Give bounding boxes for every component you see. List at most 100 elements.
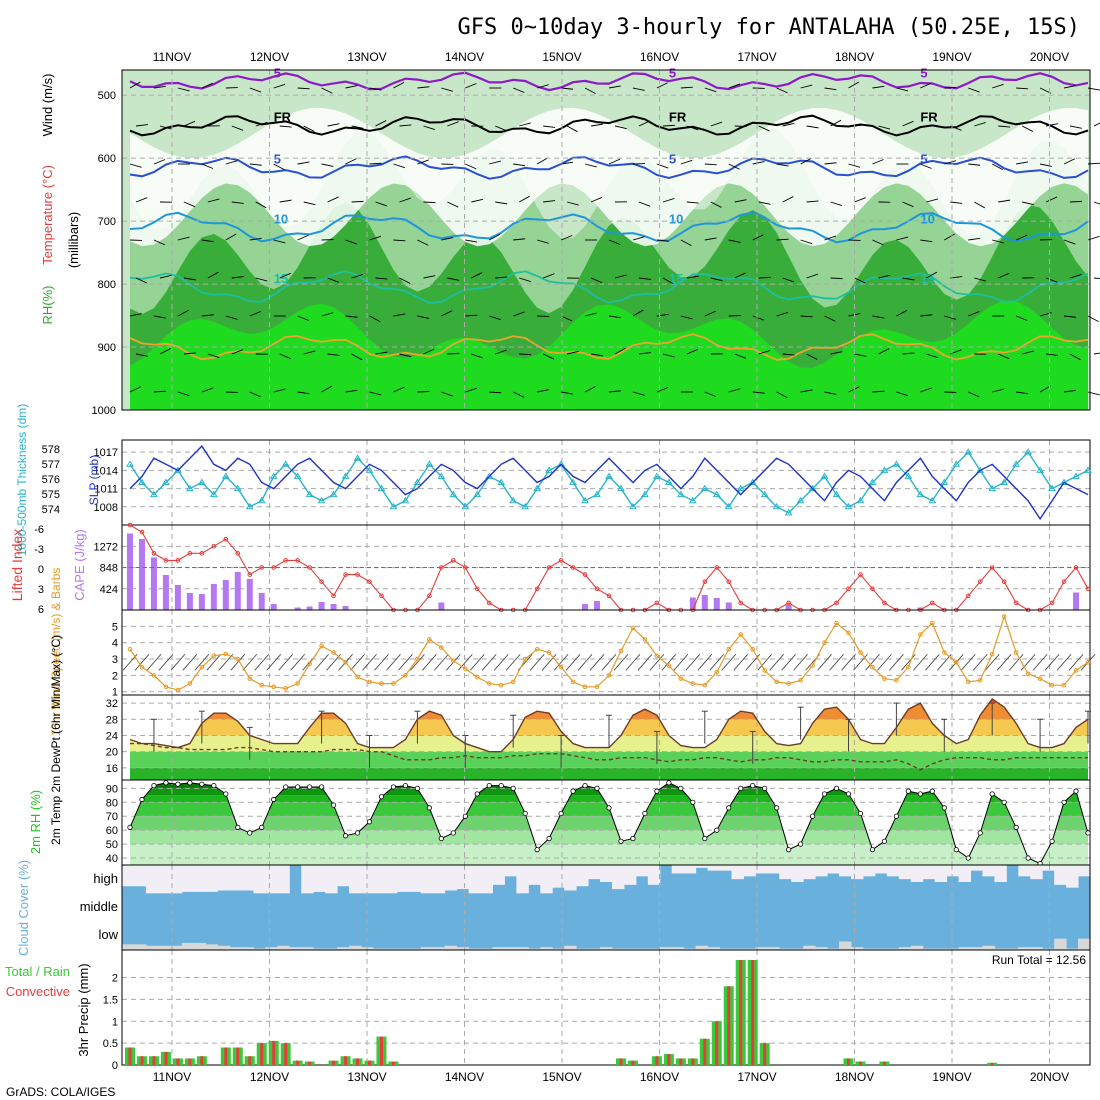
cloud-high-clear [217, 865, 231, 891]
cloud-high-clear [432, 865, 446, 894]
wind-speed-marker [642, 637, 648, 642]
wind-barb [656, 387, 669, 393]
cloud-high-clear [839, 865, 852, 877]
wind-barb [896, 309, 908, 317]
lifted-index-marker [546, 565, 552, 570]
wind-barb [177, 236, 190, 241]
wind-barb [968, 391, 980, 398]
rh-marker [1049, 838, 1055, 844]
thickness-marker [461, 502, 470, 510]
lifted-index-marker [259, 565, 265, 570]
wind-barb-10m [589, 654, 605, 671]
wind-barb-10m [278, 654, 293, 671]
rh-marker [366, 819, 373, 825]
wind-barb [1022, 201, 1034, 206]
wind-speed-marker [594, 684, 600, 690]
precip-convective-bar [272, 1040, 276, 1065]
wind-barb [465, 239, 478, 243]
wind-barb [471, 272, 483, 279]
rh-marker [1085, 830, 1091, 836]
cloud-low-cell [910, 945, 924, 950]
precip-convective-bar [188, 1058, 192, 1065]
wind-barb [399, 353, 412, 358]
thickness-marker [784, 508, 793, 516]
thickness-marker [557, 460, 565, 467]
thickness-marker [904, 472, 913, 479]
wind-barb [902, 120, 914, 127]
wind-barb [279, 199, 292, 203]
rh-marker [750, 782, 756, 789]
contour-label: 10 [669, 211, 683, 226]
lifted-index-marker [427, 593, 432, 599]
wind-barb-10m [865, 654, 880, 671]
wind-barb [704, 87, 717, 93]
wind-barb [273, 388, 286, 393]
wind-barb [974, 277, 986, 282]
cloud-low-cell [1054, 938, 1067, 950]
thickness-marker [664, 478, 673, 485]
wind-barb [920, 163, 932, 169]
wind-barb [441, 87, 454, 92]
cloud-high-clear [480, 865, 493, 894]
thickness-marker [233, 484, 242, 492]
wind-barb [249, 311, 262, 317]
wind-barb [566, 125, 578, 133]
wind-speed-marker [1013, 650, 1019, 655]
wind-barb [872, 159, 884, 165]
cape-bar [186, 593, 193, 610]
run-total-label: Run Total = 12.56 [992, 953, 1087, 967]
thickness-marker [1000, 478, 1009, 485]
wind-speed-marker [235, 656, 241, 662]
wind-speed-marker [127, 646, 133, 652]
cloud-low-cell [827, 948, 840, 950]
precip-convective-bar [224, 1047, 228, 1065]
thickness-marker [521, 502, 530, 510]
wind-barb [495, 276, 508, 279]
wind-barb [279, 353, 291, 360]
wind-barb [135, 277, 148, 284]
cloud-high-clear [540, 865, 553, 894]
wind-barb-10m [829, 654, 844, 671]
wind-barb [680, 159, 693, 165]
wind-speed-marker [211, 653, 217, 659]
rh-band [130, 788, 1088, 796]
wind-barb [393, 81, 405, 89]
rh-marker [151, 782, 157, 789]
cloud-high-clear [241, 865, 254, 891]
wind-barb [327, 196, 339, 203]
wind-barb [543, 125, 556, 128]
precip-convective-bar [751, 960, 755, 1065]
thickness-marker [209, 490, 218, 498]
wind-speed-marker [894, 677, 899, 683]
wind-barb-10m [817, 654, 832, 671]
temperature-contour [129, 333, 1089, 361]
wind-barb [1016, 87, 1029, 90]
rh-tick-label: 60 [106, 825, 118, 837]
wind-barb [423, 348, 435, 355]
wind-barb-10m [290, 654, 305, 671]
cape-bar [438, 602, 445, 610]
wind-speed-marker [750, 646, 756, 652]
wind-barb [159, 274, 172, 279]
cloud-high-clear [1078, 865, 1091, 877]
wind-barb [632, 309, 644, 317]
wind-barb-10m [601, 654, 617, 671]
cloud-low-cell [803, 945, 816, 950]
wind-barb [345, 158, 357, 165]
thickness-marker [724, 502, 733, 510]
wind-speed-marker [1025, 671, 1031, 677]
wind-barb-10m [996, 654, 1012, 671]
wind-barb-10m [925, 654, 940, 671]
cloud-high-clear [791, 865, 804, 882]
wind-barb [590, 277, 603, 284]
precip-convective-bar [260, 1043, 264, 1065]
wind-speed-marker [474, 674, 480, 680]
cloud-high-clear [934, 865, 948, 882]
wind-tick-label: 1 [112, 687, 118, 699]
bottom-date-label: 14NOV [445, 1070, 484, 1084]
wind-barb-10m [793, 654, 808, 671]
profile-temp-label: Temperature (°C) [40, 165, 55, 265]
thickness-marker [916, 490, 925, 498]
wind-barb [752, 161, 765, 165]
wind-ylabel: 10m Wind Speed (m/s) & Barbs [49, 568, 63, 737]
